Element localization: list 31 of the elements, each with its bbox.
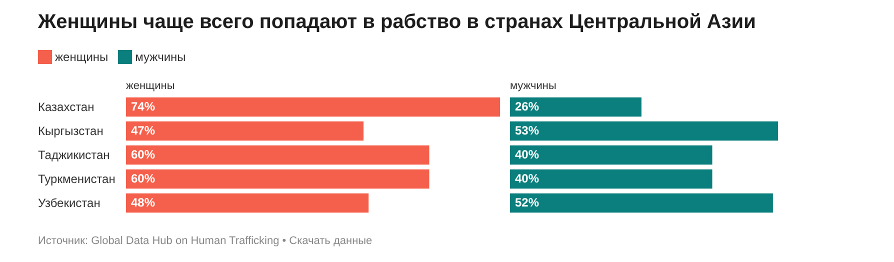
text: мужчины xyxy=(510,80,556,92)
bar xyxy=(126,97,500,117)
bar xyxy=(510,169,712,189)
bar xyxy=(126,121,364,141)
bar xyxy=(510,145,712,165)
data-label: 47% xyxy=(131,123,156,138)
legend-label: мужчины xyxy=(134,50,186,64)
text: женщины xyxy=(126,80,175,92)
bar xyxy=(510,121,778,141)
bar xyxy=(126,169,430,189)
data-label: 52% xyxy=(515,195,540,210)
bar xyxy=(126,145,430,165)
data-label: 74% xyxy=(131,99,156,114)
bar xyxy=(510,97,642,117)
data-label: 40% xyxy=(515,171,540,186)
chart-title: Женщины чаще всего попадают в рабство в странах Центральной Азии xyxy=(38,11,756,34)
data-label: 60% xyxy=(131,171,156,186)
data-label: 48% xyxy=(131,195,156,210)
data-label: 26% xyxy=(515,99,540,114)
legend-label: женщины xyxy=(54,50,108,64)
y-tick-label: Узбекистан xyxy=(38,195,100,212)
y-tick-label: Туркменистан xyxy=(38,171,116,188)
data-label: 53% xyxy=(515,123,540,138)
text: Источник: Global Data Hub on Human Trafficking • Скачать данные xyxy=(38,235,372,247)
y-tick-label: Казахстан xyxy=(38,99,94,116)
bar xyxy=(126,193,369,213)
y-tick-label: Таджикистан xyxy=(38,147,110,164)
data-label: 60% xyxy=(131,147,156,162)
y-tick-label: Кыргызстан xyxy=(38,123,104,140)
bar xyxy=(510,193,773,213)
data-label: 40% xyxy=(515,147,540,162)
